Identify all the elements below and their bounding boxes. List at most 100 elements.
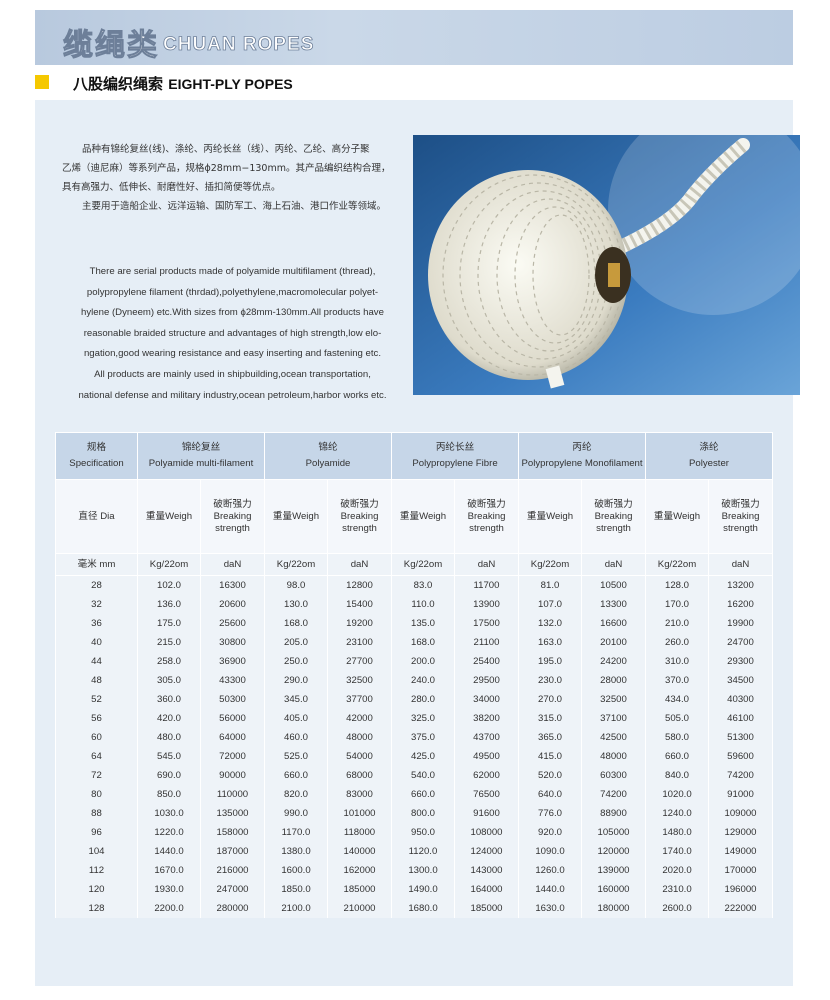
cell: 83.0 <box>391 575 455 595</box>
cell: 38200 <box>454 709 519 728</box>
cell: 170.0 <box>645 595 709 614</box>
group-header: 丙纶 Polypropylene Monofilament <box>518 432 646 480</box>
subheader-cn: 重量Weigh <box>653 510 701 522</box>
unit: daN <box>581 553 646 576</box>
cell: 143000 <box>454 861 519 880</box>
subheader: 重量Weigh <box>518 479 582 554</box>
data-row: 64 545.0 72000 525.0 54000 425.0 49500 415.0 480… <box>55 747 773 766</box>
unit: daN <box>327 553 392 576</box>
subheader-en: Breaking strength <box>721 510 760 534</box>
cell: 160000 <box>581 880 646 899</box>
cell: 1030.0 <box>137 804 201 823</box>
data-row: 56 420.0 56000 405.0 42000 325.0 38200 315.0 371… <box>55 709 773 728</box>
cell: 260.0 <box>645 633 709 652</box>
cell: 51300 <box>708 728 773 747</box>
data-row: 72 690.0 90000 660.0 68000 540.0 62000 520.0 603… <box>55 766 773 785</box>
cell: 11700 <box>454 575 519 595</box>
cell: 540.0 <box>391 766 455 785</box>
cell: 990.0 <box>264 804 328 823</box>
cell: 270.0 <box>518 690 582 709</box>
unit: daN <box>708 553 773 576</box>
cell: 83000 <box>327 785 392 804</box>
cell: 1020.0 <box>645 785 709 804</box>
cell: 1120.0 <box>391 842 455 861</box>
cell: 1850.0 <box>264 880 328 899</box>
cell: 56000 <box>200 709 265 728</box>
cell: 149000 <box>708 842 773 861</box>
cell: 42500 <box>581 728 646 747</box>
group-header: 丙纶长丝 Polypropylene Fibre <box>391 432 519 480</box>
cell: 2310.0 <box>645 880 709 899</box>
intro-cn-line: 品种有锦纶复丝(线)、涤纶、丙纶长丝（线）、丙纶、乙纶、高分子聚 <box>82 144 370 155</box>
cell: 32 <box>55 595 138 614</box>
group-en: Polyester <box>689 458 729 469</box>
cell: 280.0 <box>391 690 455 709</box>
cell: 1490.0 <box>391 880 455 899</box>
cell: 91600 <box>454 804 519 823</box>
cell: 104 <box>55 842 138 861</box>
cell: 840.0 <box>645 766 709 785</box>
cell: 162000 <box>327 861 392 880</box>
unit: Kg/22om <box>518 553 582 576</box>
cell: 2200.0 <box>137 899 201 918</box>
subheader: 破断强力 Breaking strength <box>454 479 519 554</box>
cell: 19900 <box>708 614 773 633</box>
cell: 34000 <box>454 690 519 709</box>
cell: 216000 <box>200 861 265 880</box>
data-row: 112 1670.0 216000 1600.0 162000 1300.0 143000 1… <box>55 861 773 880</box>
cell: 1260.0 <box>518 861 582 880</box>
cell: 32500 <box>581 690 646 709</box>
cell: 210000 <box>327 899 392 918</box>
unit: 毫米 mm <box>55 553 138 576</box>
cell: 68000 <box>327 766 392 785</box>
data-row: 28 102.0 16300 98.0 12800 83.0 11700 81.0 10500 1… <box>55 575 773 595</box>
data-row: 80 850.0 110000 820.0 83000 660.0 76500 640.0 74… <box>55 785 773 804</box>
cell: 222000 <box>708 899 773 918</box>
unit: Kg/22om <box>137 553 201 576</box>
unit: Kg/22om <box>645 553 709 576</box>
subheader-cn: 重量Weigh <box>526 510 574 522</box>
cell: 37700 <box>327 690 392 709</box>
cell: 128.0 <box>645 575 709 595</box>
cell: 43300 <box>200 671 265 690</box>
subheader-cn: 直径 Dia <box>78 510 115 522</box>
cell: 1630.0 <box>518 899 582 918</box>
cell: 30800 <box>200 633 265 652</box>
subheader-en: Breaking strength <box>467 510 506 534</box>
group-cn: 涤纶 <box>699 442 719 453</box>
cell: 434.0 <box>645 690 709 709</box>
cell: 50300 <box>200 690 265 709</box>
cell: 139000 <box>581 861 646 880</box>
intro-cn-line: 乙烯（迪尼麻）等系列产品，规格ϕ28mm−130mm。其产品编织结构合理， <box>62 163 391 174</box>
cell: 1440.0 <box>518 880 582 899</box>
cell: 42000 <box>327 709 392 728</box>
cell: 110000 <box>200 785 265 804</box>
cell: 28 <box>55 575 138 595</box>
banner-title-cn: 缆绳类 <box>63 28 159 64</box>
group-header: 规格 Specification <box>55 432 138 480</box>
cell: 360.0 <box>137 690 201 709</box>
cell: 29300 <box>708 652 773 671</box>
intro-en-line: polypropylene filament (thrdad),polyethy… <box>86 286 379 298</box>
section-title-en: EIGHT-PLY POPES <box>168 76 293 92</box>
cell: 74200 <box>708 766 773 785</box>
subheader-en: Breaking strength <box>213 510 252 534</box>
unit: Kg/22om <box>391 553 455 576</box>
cell: 187000 <box>200 842 265 861</box>
cell: 185000 <box>454 899 519 918</box>
cell: 820.0 <box>264 785 328 804</box>
cell: 40300 <box>708 690 773 709</box>
cell: 49500 <box>454 747 519 766</box>
cell: 120 <box>55 880 138 899</box>
subheader: 重量Weigh <box>264 479 328 554</box>
cell: 43700 <box>454 728 519 747</box>
cell: 460.0 <box>264 728 328 747</box>
data-row: 48 305.0 43300 290.0 32500 240.0 29500 230.0 280… <box>55 671 773 690</box>
cell: 76500 <box>454 785 519 804</box>
cell: 660.0 <box>391 785 455 804</box>
cell: 215.0 <box>137 633 201 652</box>
cell: 36900 <box>200 652 265 671</box>
cell: 140000 <box>327 842 392 861</box>
cell: 132.0 <box>518 614 582 633</box>
data-row: 52 360.0 50300 345.0 37700 280.0 34000 270.0 325… <box>55 690 773 709</box>
